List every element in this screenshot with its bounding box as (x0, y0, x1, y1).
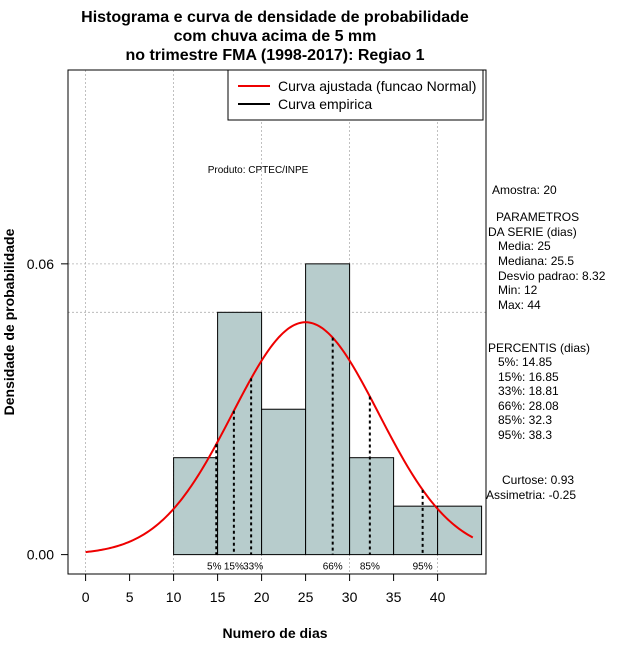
histogram-bar (305, 263, 351, 556)
x-tick-label: 10 (166, 589, 182, 605)
param-mediana: Mediana: 25.5 (498, 254, 574, 268)
legend-label-empirical: Curva empirica (278, 96, 372, 112)
bars-layer (173, 263, 483, 556)
params-header-1: PARAMETROS (496, 210, 579, 224)
histogram-bar (173, 457, 219, 556)
histogram-bar (393, 505, 439, 556)
x-tick-label: 20 (254, 589, 270, 605)
x-tick-label: 15 (210, 589, 226, 605)
x-tick-label: 30 (342, 589, 358, 605)
legend-label-normal-fit: Curva ajustada (funcao Normal) (278, 78, 476, 94)
legend-box (227, 69, 484, 121)
histogram-bar (217, 311, 263, 556)
x-tick-label: 40 (430, 589, 446, 605)
x-tick-label: 0 (82, 589, 90, 605)
assimetria: Assimetria: -0.25 (486, 488, 576, 502)
param-min: Min: 12 (498, 283, 538, 297)
params-header-2: DA SERIE (dias) (488, 225, 577, 239)
sample-size: Amostra: 20 (492, 183, 557, 197)
x-tick-label: 5 (126, 589, 134, 605)
percentil-15: 15%: 16.85 (498, 370, 559, 384)
chart-title-line-1: Histograma e curva de densidade de proba… (81, 9, 469, 26)
percentile-label: 95% (413, 562, 433, 573)
y-axis-title: Densidade de probabilidade (1, 228, 17, 415)
percentil-85: 85%: 32.3 (498, 413, 552, 427)
param-desvio: Desvio padrao: 8.32 (498, 269, 606, 283)
histogram-bar (261, 408, 307, 556)
legend: Curva ajustada (funcao Normal) Curva emp… (227, 69, 484, 121)
percentil-66: 66%: 28.08 (498, 399, 559, 413)
x-axis: 0 5 10 15 20 25 30 35 40 (82, 573, 446, 605)
y-tick-label: 0.06 (27, 256, 54, 272)
percentile-label: 85% (360, 562, 380, 573)
percentil-95: 95%: 38.3 (498, 428, 552, 442)
percentile-lines-layer: 5% 15% 33% 66% 85% 95% (207, 337, 433, 573)
param-max: Max: 44 (498, 298, 541, 312)
y-tick-label: 0.00 (27, 547, 54, 563)
histogram-bar (349, 457, 395, 556)
normal-fit-curve (85, 321, 474, 554)
chart-title-line-3: no trimestre FMA (1998-2017): Regiao 1 (125, 47, 424, 64)
y-axis: 0.00 0.06 (27, 256, 69, 563)
percentis-header: PERCENTIS (dias) (488, 341, 590, 355)
x-axis-title: Numero de dias (222, 625, 327, 641)
percentile-label: 5% (207, 562, 222, 573)
stats-panel: Amostra: 20 PARAMETROS DA SERIE (dias) M… (486, 183, 606, 502)
percentil-33: 33%: 18.81 (498, 384, 559, 398)
chart-title-line-2: com chuva acima de 5 mm (174, 28, 377, 45)
product-credit: Produto: CPTEC/INPE (208, 165, 309, 176)
curve-layer (85, 321, 474, 554)
percentil-5: 5%: 14.85 (498, 355, 552, 369)
x-tick-label: 35 (386, 589, 402, 605)
param-media: Media: 25 (498, 239, 551, 253)
x-tick-label: 25 (298, 589, 314, 605)
percentile-label: 15% (224, 562, 244, 573)
percentile-label: 66% (323, 562, 343, 573)
curtose: Curtose: 0.93 (502, 473, 574, 487)
percentile-label: 33% (243, 562, 263, 573)
